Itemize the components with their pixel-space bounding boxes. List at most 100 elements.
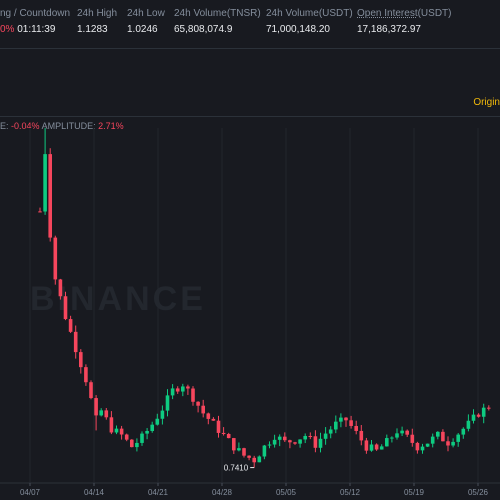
candle-body [339,417,343,422]
candle-body [344,417,348,421]
candle-body [114,428,119,433]
candle-body [334,421,338,430]
candle-body [481,407,486,417]
volume-tnsr-value: 65,808,074.9 [174,24,233,35]
candle-body [359,430,364,441]
candle-body [293,442,297,444]
candle-body [58,279,63,297]
candle-body [415,442,420,451]
low-24h-value: 1.0246 [127,24,158,35]
candle-body [308,435,313,437]
candle-body [99,410,103,416]
candle-body [119,428,124,435]
candle-body [288,440,292,443]
candle-body [124,434,129,440]
candle-body [425,443,430,447]
candle-body [395,433,399,438]
candle-body [283,436,287,441]
candle-body [216,420,221,433]
candle-body [349,420,353,426]
open-interest[interactable]: Open Interest(USDT) 17,186,372.97 [357,6,451,38]
candle-body [456,434,460,442]
candle-body [323,433,328,439]
low-price-label: 0.7410 [224,464,249,473]
candle-body [145,430,149,434]
candle-body [130,439,134,448]
divider [0,48,500,49]
x-tick-label: 04/21 [148,488,169,497]
high-24h-label: 24h High [77,8,118,19]
candle-body [165,395,170,411]
candle-body [89,382,93,399]
funding-countdown: ng / Countdown 0% 01:11:39 [0,6,70,38]
candle-body [390,437,394,439]
divider [0,116,500,117]
candle-body [68,319,73,332]
high-24h: 24h High 1.1283 [77,6,117,38]
candle-body [374,444,379,450]
candle-body [221,432,226,434]
candle-body [43,154,47,212]
x-tick-label: 04/07 [20,488,41,497]
volume-tnsr-label: 24h Volume(TNSR) [174,8,261,19]
candle-body [73,331,78,353]
candle-body [313,436,318,448]
candle-body [446,441,450,446]
candle-body [186,386,190,389]
candle-body [277,436,282,440]
x-tick-label: 05/05 [276,488,297,497]
x-tick-label: 04/28 [212,488,233,497]
countdown-value: 01:11:39 [17,24,56,35]
x-tick-label: 05/12 [340,488,361,497]
candle-body [38,211,42,213]
amplitude-value: 2.71% [98,121,124,131]
volume-usdt: 24h Volume(USDT) 71,000,148.20 [266,6,353,38]
candle-info-line: E: -0.04% AMPLITUDE: 2.71% [0,121,124,131]
candle-body [451,441,455,446]
candle-body [436,431,440,437]
candle-body [211,418,216,421]
candle-body [400,430,404,434]
candle-body [420,446,425,451]
candle-body [109,417,114,433]
x-tick-label: 04/14 [84,488,105,497]
candle-body [170,388,175,396]
x-tick-label: 05/26 [468,488,489,497]
candle-body [94,398,98,416]
candle-body [466,420,471,429]
candle-body [79,352,83,368]
candle-body [303,435,307,440]
candle-body [84,367,88,383]
candle-body [267,444,272,446]
candle-body [461,428,466,435]
candle-body [63,296,68,320]
candle-body [328,429,333,434]
candle-body [385,438,389,447]
volume-tnsr: 24h Volume(TNSR) 65,808,074.9 [174,6,261,38]
candle-body [206,413,211,419]
candle-body [196,401,200,406]
candle-body [191,388,195,402]
change-value: -0.04% [11,121,40,131]
candle-body [379,446,384,450]
candle-body [298,439,302,444]
x-tick-label: 05/19 [404,488,425,497]
candle-body [175,388,180,392]
candle-body [252,457,256,463]
candle-body [405,430,409,435]
candle-body [140,433,144,443]
candle-body [201,405,205,414]
candle-body [135,442,139,448]
open-interest-label[interactable]: Open Interest [357,8,418,19]
candle-body [430,436,435,444]
volume-usdt-label: 24h Volume(USDT) [266,8,353,19]
candle-body [48,154,52,238]
candle-body [242,448,246,456]
candle-body [354,425,358,431]
candle-body [150,424,154,431]
candle-body [471,414,476,421]
candle-body [369,444,374,451]
candle-body [226,433,231,439]
price-chart[interactable]: BINANCE2.11600.741004/0704/1404/2104/280… [0,128,500,500]
original-view-tab[interactable]: Origin [473,97,500,108]
